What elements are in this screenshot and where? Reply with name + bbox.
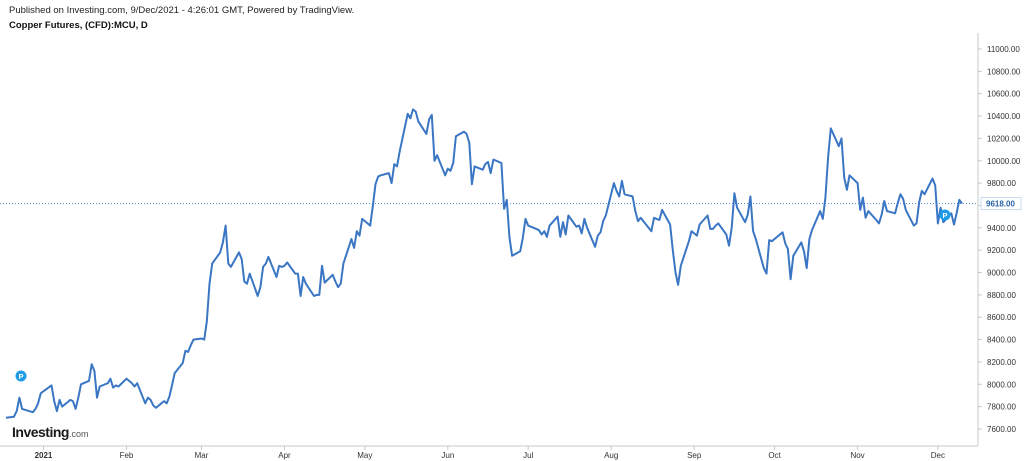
y-tick-label: 10600.00 (987, 90, 1021, 99)
logo-suffix: .com (68, 429, 89, 439)
logo-wordmark: Investing (12, 424, 69, 440)
event-marker-icon[interactable] (15, 370, 27, 382)
x-tick-label: Apr (278, 451, 291, 460)
event-marker-label: P (942, 211, 947, 220)
last-price-tag-box (980, 196, 1022, 210)
x-tick-label: Nov (850, 451, 864, 460)
y-tick-label: 9200.00 (987, 246, 1016, 255)
published-info: Published on Investing.com, 9/Dec/2021 -… (9, 5, 355, 16)
x-tick-label: Mar (195, 451, 209, 460)
y-tick-label: 11000.00 (987, 45, 1020, 54)
y-tick-label: 8400.00 (987, 336, 1016, 345)
last-price-tag: 9618.00 (980, 196, 1022, 210)
instrument-title: Copper Futures, (CFD):MCU, D (9, 20, 148, 31)
y-tick-label: 7600.00 (987, 425, 1016, 434)
x-tick-label: 2021 (35, 451, 53, 460)
event-marker-label: P (18, 372, 23, 381)
y-tick-label: 10800.00 (987, 67, 1021, 76)
y-tick-label: 9000.00 (987, 269, 1016, 278)
investing-logo: Investing.com (12, 424, 88, 442)
y-tick-label: 8200.00 (987, 358, 1016, 367)
x-tick-label: Jun (441, 451, 454, 460)
x-tick-label: Sep (687, 451, 702, 460)
y-tick-label: 9400.00 (987, 224, 1016, 233)
y-tick-label: 10200.00 (987, 134, 1021, 143)
price-series (5, 108, 963, 419)
x-tick-label: Dec (931, 451, 945, 460)
last-price-tag-label: 9618.00 (986, 199, 1015, 208)
y-tick-label: 8800.00 (987, 291, 1016, 300)
price-line (5, 108, 963, 419)
x-tick-label: Feb (120, 451, 134, 460)
x-tick-label: Oct (768, 451, 781, 460)
y-tick-label: 7800.00 (987, 403, 1016, 412)
y-tick-label: 8600.00 (987, 313, 1016, 322)
event-markers[interactable]: PP (15, 209, 951, 382)
y-tick-label: 10000.00 (987, 157, 1021, 166)
y-tick-label: 8000.00 (987, 380, 1016, 389)
event-marker-icon[interactable] (939, 209, 951, 221)
x-tick-label: Jul (523, 451, 533, 460)
x-tick-label: May (357, 451, 372, 460)
x-axis: 2021 Feb Mar Apr May Jun Jul Aug Sep Oct Nov Dec (0, 445, 978, 460)
x-tick-label: Aug (604, 451, 618, 460)
y-tick-label: 10400.00 (987, 112, 1021, 121)
y-axis: 11000.00 10800.00 10600.00 10400.00 10200.00… (977, 33, 1021, 446)
y-tick-label: 9800.00 (987, 179, 1016, 188)
